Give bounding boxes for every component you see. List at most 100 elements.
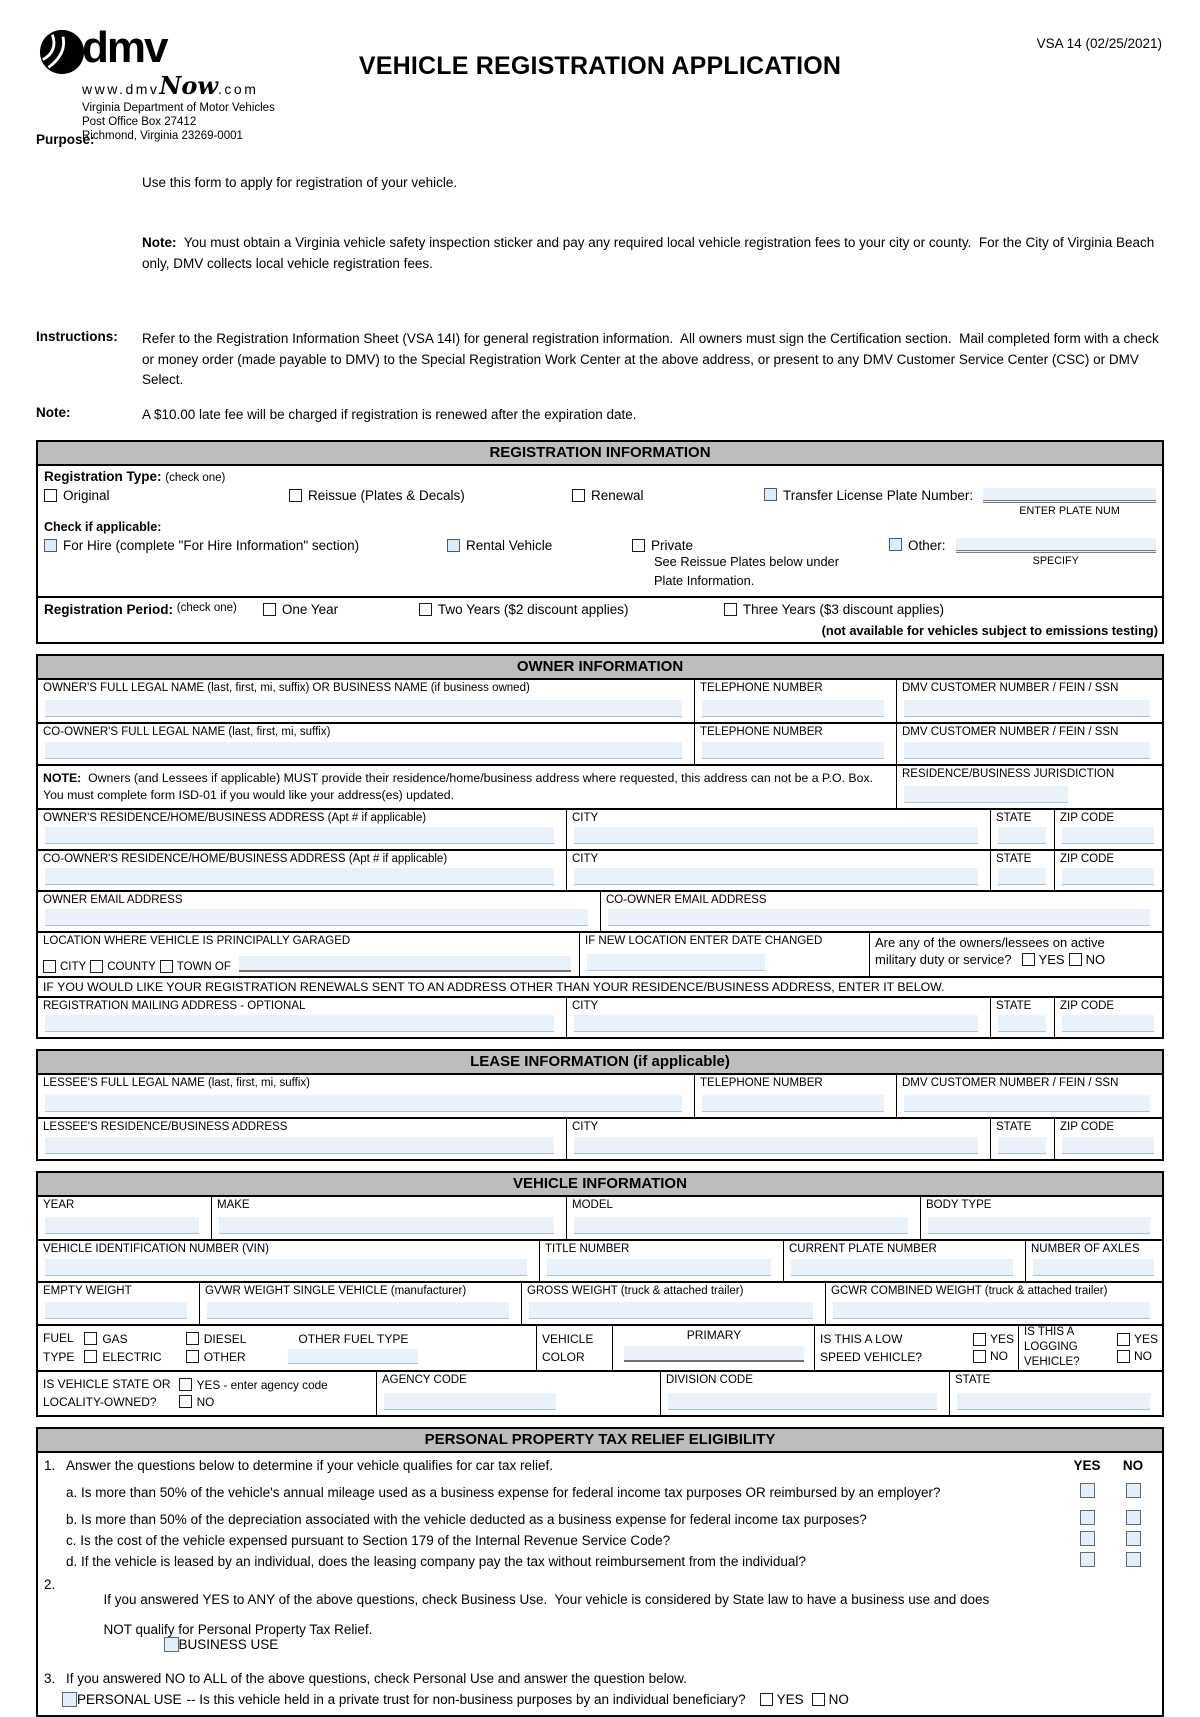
transfer-plate-input[interactable] — [983, 488, 1156, 504]
option-three-years: Three Years ($3 discount applies) — [723, 602, 944, 617]
checkbox-garage-city[interactable] — [43, 960, 56, 974]
title-number-input[interactable] — [547, 1259, 771, 1277]
checkbox-rental[interactable] — [447, 539, 460, 553]
registration-type-row: Registration Type: (check one) — [38, 466, 1162, 487]
agency-code-input[interactable] — [384, 1393, 556, 1411]
state-owned-yes-label: YES - enter agency code — [196, 1377, 328, 1392]
lessee-dmv-number-input[interactable] — [904, 1095, 1150, 1113]
checkbox-personal-no[interactable] — [811, 1693, 825, 1707]
coowner-phone-input[interactable] — [702, 742, 884, 760]
checkbox-qa-no[interactable] — [1125, 1483, 1141, 1499]
checkbox-two-years[interactable] — [418, 603, 432, 617]
checkbox-logging-no[interactable] — [1116, 1349, 1130, 1363]
checkbox-qc-no[interactable] — [1125, 1531, 1141, 1547]
coowner-zip-input[interactable] — [1062, 868, 1154, 886]
checkbox-qb-yes[interactable] — [1079, 1510, 1095, 1526]
year-input[interactable] — [45, 1217, 199, 1235]
coowner-email-input[interactable] — [608, 909, 1150, 927]
checkbox-military-yes[interactable] — [1021, 953, 1035, 967]
checkbox-personal-use[interactable] — [62, 1692, 77, 1708]
logging-cell: IS THIS A LOGGING VEHICLE? YES NO — [1018, 1326, 1162, 1371]
coowner-name-input[interactable] — [45, 742, 682, 760]
gcwr-input[interactable] — [833, 1302, 1150, 1320]
gvwr-input[interactable] — [207, 1302, 509, 1320]
empty-weight-input[interactable] — [45, 1302, 187, 1320]
checkbox-qb-no[interactable] — [1125, 1510, 1141, 1526]
checkbox-other[interactable] — [889, 538, 902, 552]
body-type-input[interactable] — [928, 1217, 1150, 1235]
checkbox-fuel-electric[interactable] — [84, 1350, 98, 1364]
date-changed-input[interactable] — [587, 954, 765, 972]
other-fuel-input[interactable] — [288, 1348, 419, 1364]
current-plate-input[interactable] — [791, 1259, 1013, 1277]
owner-address-input[interactable] — [45, 827, 554, 845]
mailing-zip-input[interactable] — [1062, 1015, 1154, 1033]
checkbox-transfer-plate[interactable] — [764, 488, 777, 502]
mailing-state-input[interactable] — [998, 1015, 1046, 1033]
option-for-hire: For Hire (complete "For Hire Information… — [44, 538, 447, 553]
owner-state-input[interactable] — [998, 827, 1046, 845]
note-text: A $10.00 late fee will be charged if reg… — [142, 407, 637, 422]
checkbox-qa-yes[interactable] — [1079, 1483, 1095, 1499]
year-label: YEAR — [43, 1199, 75, 1212]
coowner-city-input[interactable] — [574, 868, 978, 886]
checkbox-qd-yes[interactable] — [1079, 1552, 1095, 1568]
vin-input[interactable] — [45, 1259, 527, 1277]
coowner-dmv-number-input[interactable] — [904, 742, 1150, 760]
owner-zip-input[interactable] — [1062, 827, 1154, 845]
lessee-phone-input[interactable] — [702, 1095, 884, 1113]
lessee-city-input[interactable] — [574, 1137, 978, 1155]
owner-section: OWNER INFORMATION OWNER'S FULL LEGAL NAM… — [36, 654, 1164, 1040]
mailing-address-input[interactable] — [45, 1015, 554, 1033]
checkbox-three-years[interactable] — [723, 603, 737, 617]
jurisdiction-input[interactable] — [904, 786, 1068, 804]
checkbox-low-speed-yes[interactable] — [972, 1332, 986, 1346]
lessee-name-input[interactable] — [45, 1095, 682, 1113]
checkbox-logging-yes[interactable] — [1116, 1332, 1130, 1346]
tax-q2-row: 2. If you answered YES to ANY of the abo… — [44, 1577, 1156, 1667]
make-input[interactable] — [219, 1217, 554, 1235]
owner-email-cell: OWNER EMAIL ADDRESS — [38, 892, 600, 931]
checkbox-fuel-other[interactable] — [185, 1350, 199, 1364]
checkbox-reissue[interactable] — [289, 489, 302, 503]
model-input[interactable] — [574, 1217, 908, 1235]
checkbox-state-owned-no[interactable] — [178, 1395, 192, 1409]
coowner-phone-label: TELEPHONE NUMBER — [700, 726, 823, 739]
gov-state-input[interactable] — [957, 1393, 1150, 1411]
checkbox-original[interactable] — [44, 489, 57, 503]
mailing-city-input[interactable] — [574, 1015, 978, 1033]
checkbox-for-hire[interactable] — [44, 539, 57, 553]
checkbox-military-no[interactable] — [1068, 953, 1082, 967]
checkbox-fuel-diesel[interactable] — [185, 1332, 199, 1346]
tax-q2-line2: NOT qualify for Personal Property Tax Re… — [103, 1622, 373, 1638]
checkbox-garage-county[interactable] — [90, 960, 104, 974]
other-specify-input[interactable] — [955, 538, 1156, 554]
checkbox-personal-yes[interactable] — [759, 1693, 773, 1707]
owner-phone-input[interactable] — [702, 700, 884, 718]
checkbox-state-owned-yes[interactable] — [178, 1378, 192, 1392]
coowner-address-input[interactable] — [45, 868, 554, 886]
checkbox-qd-no[interactable] — [1125, 1552, 1141, 1568]
owner-name-input[interactable] — [45, 700, 682, 718]
axles-input[interactable] — [1033, 1259, 1154, 1277]
checkbox-low-speed-no[interactable] — [972, 1349, 986, 1363]
checkbox-garage-town[interactable] — [159, 960, 173, 974]
checkbox-fuel-gas[interactable] — [84, 1332, 98, 1346]
division-code-input[interactable] — [668, 1393, 937, 1411]
primary-color-input[interactable] — [624, 1346, 804, 1363]
owner-email-input[interactable] — [45, 909, 588, 927]
owner-city-input[interactable] — [574, 827, 978, 845]
gross-weight-input[interactable] — [529, 1302, 813, 1320]
checkbox-private[interactable] — [632, 539, 645, 553]
checkbox-renewal[interactable] — [572, 489, 585, 503]
checkbox-qc-yes[interactable] — [1079, 1531, 1095, 1547]
lessee-address-input[interactable] — [45, 1137, 554, 1155]
lessee-state-input[interactable] — [998, 1137, 1046, 1155]
coowner-state-input[interactable] — [998, 868, 1046, 886]
garage-town-input[interactable] — [238, 956, 571, 973]
owner-dmv-number-input[interactable] — [904, 700, 1150, 718]
lessee-zip-input[interactable] — [1062, 1137, 1154, 1155]
owner-name-row: OWNER'S FULL LEGAL NAME (last, first, mi… — [38, 680, 1162, 723]
checkbox-business-use[interactable] — [163, 1637, 179, 1653]
checkbox-one-year[interactable] — [262, 603, 276, 617]
